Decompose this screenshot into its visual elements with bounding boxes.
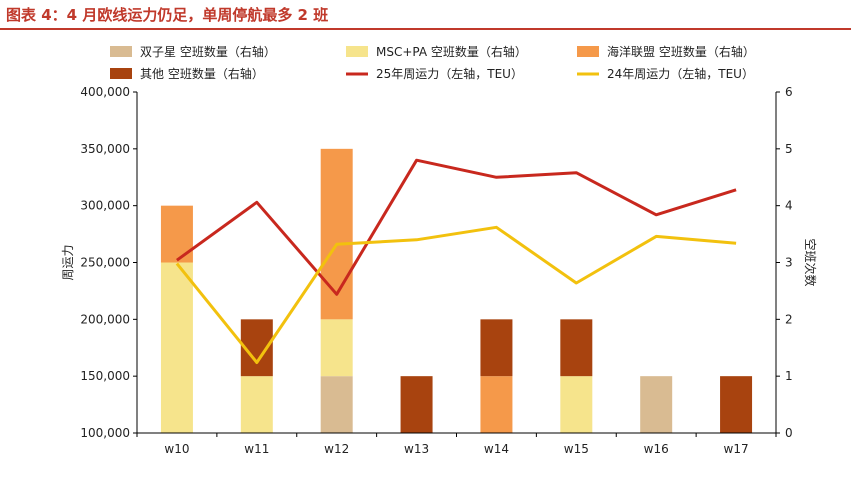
bar-w11-series-1: [240, 376, 273, 433]
legend-swatch-1: [346, 46, 368, 57]
left-tick-label-6: 400,000: [80, 85, 130, 99]
legend: 双子星 空班数量（右轴） MSC+PA 空班数量（右轴） 海洋联盟 空班数量（右轴）…: [110, 44, 755, 81]
bar-w13-series-3: [400, 376, 433, 433]
bar-w12-series-0: [320, 376, 353, 433]
right-tick-label-1: 1: [785, 369, 793, 383]
x-tick-label-w11: w11: [244, 442, 269, 456]
legend-label-0: 双子星 空班数量（右轴）: [140, 44, 276, 59]
line-series-0: [176, 158, 737, 296]
bar-w14-series-2: [480, 376, 513, 433]
chart-title: 图表 4：4 月欧线运力仍足，单周停航最多 2 班: [6, 6, 329, 24]
legend-line-label-1: 24年周运力（左轴，TEU）: [607, 66, 754, 81]
bar-w16-series-0: [640, 376, 673, 433]
legend-swatch-0: [110, 46, 132, 57]
legend-line-label-0: 25年周运力（左轴，TEU）: [376, 66, 523, 81]
left-axis-title: 周运力: [61, 244, 75, 280]
bar-w10-series-2: [160, 205, 193, 263]
left-tick-label-4: 300,000: [80, 199, 130, 213]
title-underline: [0, 28, 851, 30]
legend-swatch-3: [110, 68, 132, 79]
bar-w12-series-1: [320, 319, 353, 377]
legend-label-3: 其他 空班数量（右轴）: [140, 66, 264, 81]
bar-w15-series-3: [560, 319, 593, 377]
right-tick-label-3: 3: [785, 256, 793, 270]
left-tick-label-0: 100,000: [80, 426, 130, 440]
right-tick-label-2: 2: [785, 312, 793, 326]
legend-swatch-2: [577, 46, 599, 57]
x-tick-label-w17: w17: [724, 442, 749, 456]
bar-w14-series-3: [480, 319, 513, 377]
right-tick-label-4: 4: [785, 199, 793, 213]
bars-layer: [160, 148, 753, 433]
line-series-1: [175, 225, 737, 364]
left-tick-label-2: 200,000: [80, 312, 130, 326]
left-tick-label-3: 250,000: [80, 256, 130, 270]
legend-label-2: 海洋联盟 空班数量（右轴）: [607, 44, 755, 59]
axes-layer: 100,000 150,000 200,000 250,000 300,000 350,0…: [61, 85, 818, 456]
left-tick-label-1: 150,000: [80, 369, 130, 383]
x-tick-label-w16: w16: [644, 442, 669, 456]
right-tick-label-5: 5: [785, 142, 793, 156]
x-tick-label-w12: w12: [324, 442, 349, 456]
x-tick-label-w14: w14: [484, 442, 509, 456]
legend-label-1: MSC+PA 空班数量（右轴）: [376, 44, 527, 59]
x-tick-label-w13: w13: [404, 442, 429, 456]
bar-w10-series-1: [160, 262, 193, 433]
bar-w12-series-2: [320, 148, 353, 320]
right-tick-label-0: 0: [785, 426, 793, 440]
bar-w15-series-1: [560, 376, 593, 433]
bar-w17-series-3: [720, 376, 753, 433]
right-axis-title: 空班次数: [803, 238, 818, 286]
right-tick-label-6: 6: [785, 85, 793, 99]
lines-layer: [175, 158, 737, 364]
x-tick-label-w10: w10: [164, 442, 189, 456]
x-tick-label-w15: w15: [564, 442, 589, 456]
left-tick-label-5: 350,000: [80, 142, 130, 156]
